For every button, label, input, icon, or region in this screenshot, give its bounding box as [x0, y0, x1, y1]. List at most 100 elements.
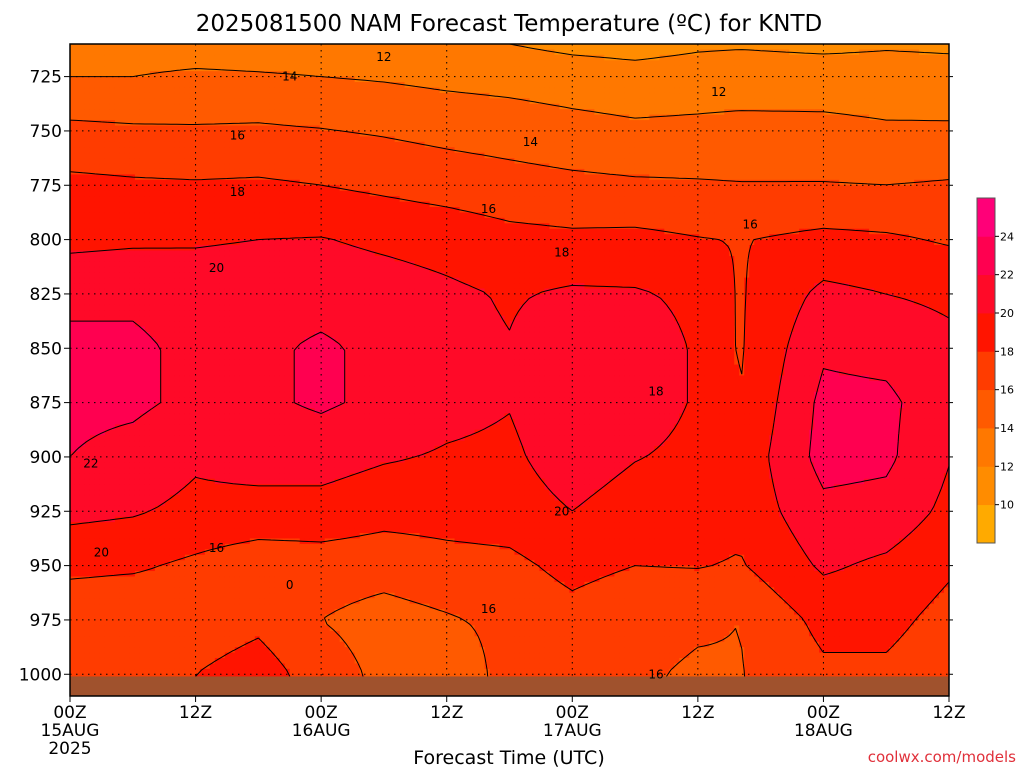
field-cell	[115, 642, 121, 648]
field-cell	[85, 528, 91, 534]
field-cell	[120, 147, 126, 153]
field-cell	[80, 636, 86, 642]
field-cell	[105, 332, 111, 338]
field-cell	[125, 430, 131, 436]
field-cell	[125, 473, 131, 479]
field-cell	[110, 115, 116, 121]
field-cell	[115, 115, 121, 121]
field-cell	[140, 60, 146, 66]
field-cell	[115, 517, 121, 523]
field-cell	[110, 593, 116, 599]
field-cell	[100, 142, 106, 148]
field-cell	[125, 278, 131, 284]
field-cell	[115, 468, 121, 474]
field-cell	[95, 354, 101, 360]
field-cell	[70, 625, 76, 631]
field-cell	[130, 566, 136, 572]
field-cell	[95, 289, 101, 295]
field-cell	[130, 294, 136, 300]
field-cell	[75, 408, 81, 414]
field-cell	[70, 98, 76, 104]
field-cell	[125, 522, 131, 528]
field-cell	[110, 462, 116, 468]
field-cell	[115, 180, 121, 186]
field-cell	[90, 164, 96, 170]
field-cell	[135, 93, 141, 99]
field-cell	[125, 604, 131, 610]
field-cell	[75, 229, 81, 235]
field-cell	[130, 240, 136, 246]
field-cell	[70, 272, 76, 278]
field-cell	[85, 126, 91, 132]
field-cell	[110, 359, 116, 365]
field-cell	[120, 528, 126, 534]
field-cell	[110, 294, 116, 300]
field-cell	[135, 490, 141, 496]
field-cell	[70, 533, 76, 539]
field-cell	[80, 582, 86, 588]
field-cell	[135, 642, 141, 648]
field-cell	[100, 310, 106, 316]
field-cell	[90, 147, 96, 153]
field-cell	[135, 261, 141, 267]
field-cell	[120, 490, 126, 496]
field-cell	[80, 98, 86, 104]
field-cell	[75, 321, 81, 327]
field-cell	[120, 207, 126, 213]
field-cell	[75, 609, 81, 615]
field-cell	[85, 593, 91, 599]
field-cell	[70, 604, 76, 610]
field-cell	[105, 435, 111, 441]
field-cell	[115, 473, 121, 479]
field-cell	[105, 560, 111, 566]
field-cell	[90, 490, 96, 496]
field-cell	[115, 212, 121, 218]
field-cell	[90, 511, 96, 517]
field-cell	[135, 256, 141, 262]
field-cell	[100, 147, 106, 153]
field-cell	[120, 229, 126, 235]
field-cell	[75, 593, 81, 599]
field-cell	[130, 549, 136, 555]
field-cell	[95, 229, 101, 235]
field-cell	[70, 55, 76, 61]
field-cell	[95, 196, 101, 202]
field-cell	[75, 180, 81, 186]
field-cell	[105, 191, 111, 197]
field-cell	[130, 115, 136, 121]
field-cell	[105, 136, 111, 142]
field-cell	[85, 544, 91, 550]
field-cell	[95, 370, 101, 376]
field-cell	[125, 115, 131, 121]
field-cell	[100, 500, 106, 506]
field-cell	[105, 93, 111, 99]
field-cell	[135, 169, 141, 175]
field-cell	[130, 598, 136, 604]
field-cell	[90, 370, 96, 376]
field-cell	[85, 620, 91, 626]
field-cell	[80, 93, 86, 99]
field-cell	[125, 538, 131, 544]
field-cell	[95, 484, 101, 490]
field-cell	[115, 615, 121, 621]
field-cell	[75, 343, 81, 349]
field-cell	[125, 332, 131, 338]
field-cell	[120, 582, 126, 588]
field-cell	[110, 435, 116, 441]
field-cell	[120, 337, 126, 343]
field-cell	[135, 305, 141, 311]
field-cell	[80, 136, 86, 142]
field-cell	[135, 180, 141, 186]
field-cell	[110, 473, 116, 479]
field-cell	[130, 484, 136, 490]
field-cell	[85, 495, 91, 501]
field-cell	[110, 142, 116, 148]
field-cell	[85, 44, 91, 50]
field-cell	[105, 223, 111, 229]
field-cell	[100, 419, 106, 425]
field-cell	[120, 495, 126, 501]
field-cell	[115, 669, 121, 675]
field-cell	[80, 408, 86, 414]
field-cell	[120, 462, 126, 468]
field-cell	[75, 625, 81, 631]
